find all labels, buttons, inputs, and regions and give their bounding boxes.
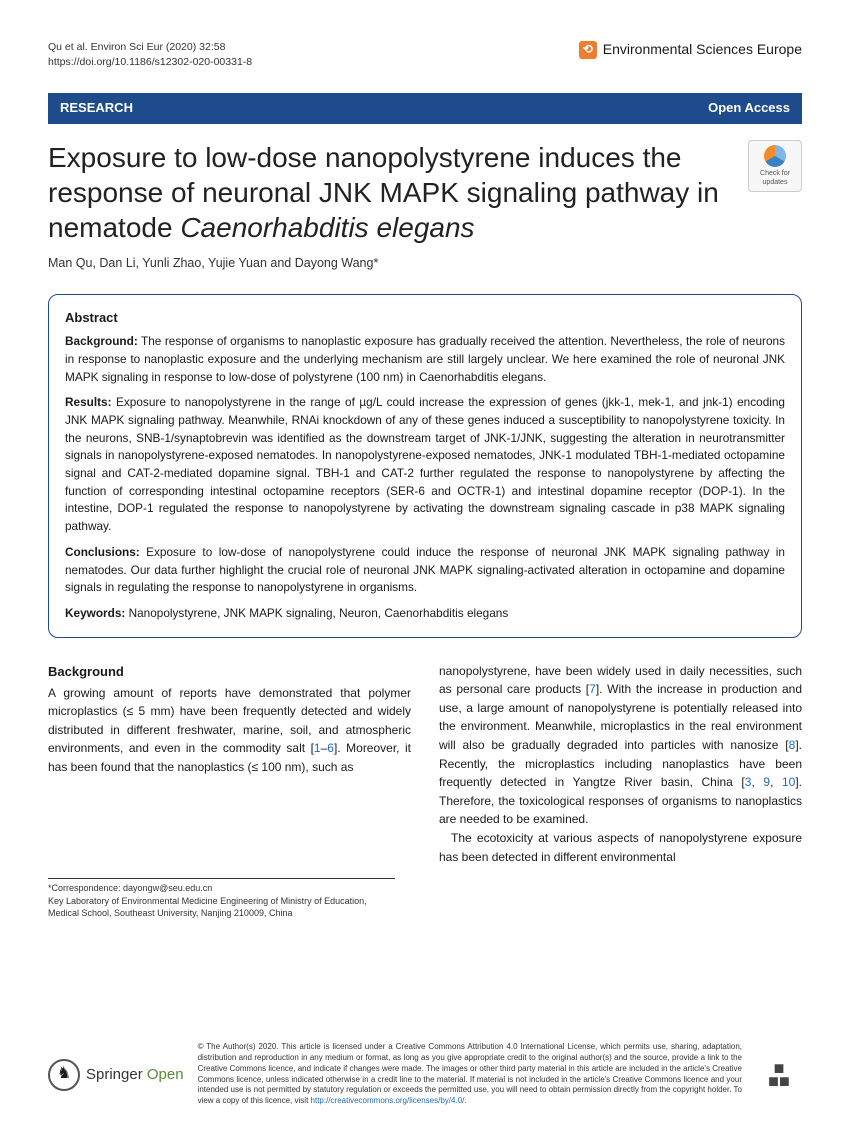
title-row: Exposure to low-dose nanopolystyrene ind…: [48, 140, 802, 245]
springer-horse-icon: ♞: [48, 1059, 80, 1091]
abstract-background: Background: The response of organisms to…: [65, 333, 785, 386]
body-columns: Background A growing amount of reports h…: [48, 662, 802, 867]
journal-name: Environmental Sciences Europe: [603, 40, 802, 60]
brand-icon: ⟲: [579, 41, 597, 59]
journal-brand: ⟲ Environmental Sciences Europe: [579, 40, 802, 60]
section-heading: Background: [48, 662, 411, 682]
abstract-keywords: Keywords: Nanopolystyrene, JNK MAPK sign…: [65, 605, 785, 623]
page-header: Qu et al. Environ Sci Eur (2020) 32:58 h…: [48, 40, 802, 69]
abstract-box: Abstract Background: The response of org…: [48, 294, 802, 638]
article-title: Exposure to low-dose nanopolystyrene ind…: [48, 140, 736, 245]
springer-open-logo: ♞ Springer Open: [48, 1059, 184, 1091]
abstract-results: Results: Exposure to nanopolystyrene in …: [65, 394, 785, 536]
license-link[interactable]: http://creativecommons.org/licenses/by/4…: [311, 1096, 465, 1105]
column-left: Background A growing amount of reports h…: [48, 662, 411, 867]
bmc-logo: ■■■: [756, 1062, 802, 1087]
correspondence-footnote: *Correspondence: dayongw@seu.edu.cn Key …: [48, 882, 395, 920]
citation-line: Qu et al. Environ Sci Eur (2020) 32:58: [48, 40, 252, 55]
body-para-right-1: nanopolystyrene, have been widely used i…: [439, 662, 802, 829]
article-type: RESEARCH: [60, 99, 133, 117]
open-access-label: Open Access: [708, 99, 790, 117]
citation-block: Qu et al. Environ Sci Eur (2020) 32:58 h…: [48, 40, 252, 69]
doi-link[interactable]: https://doi.org/10.1186/s12302-020-00331…: [48, 55, 252, 70]
crossmark-icon: [764, 145, 786, 167]
abstract-heading: Abstract: [65, 309, 785, 327]
page-footer: ♞ Springer Open © The Author(s) 2020. Th…: [48, 1042, 802, 1107]
category-bar: RESEARCH Open Access: [48, 93, 802, 123]
column-right: nanopolystyrene, have been widely used i…: [439, 662, 802, 867]
check-updates-badge[interactable]: Check for updates: [748, 140, 802, 193]
body-para-right-2: The ecotoxicity at various aspects of na…: [439, 829, 802, 866]
body-para-left: A growing amount of reports have demonst…: [48, 684, 411, 777]
license-text: © The Author(s) 2020. This article is li…: [198, 1042, 742, 1107]
abstract-conclusions: Conclusions: Exposure to low-dose of nan…: [65, 544, 785, 597]
author-list: Man Qu, Dan Li, Yunli Zhao, Yujie Yuan a…: [48, 255, 802, 273]
footnote-separator: [48, 878, 395, 879]
